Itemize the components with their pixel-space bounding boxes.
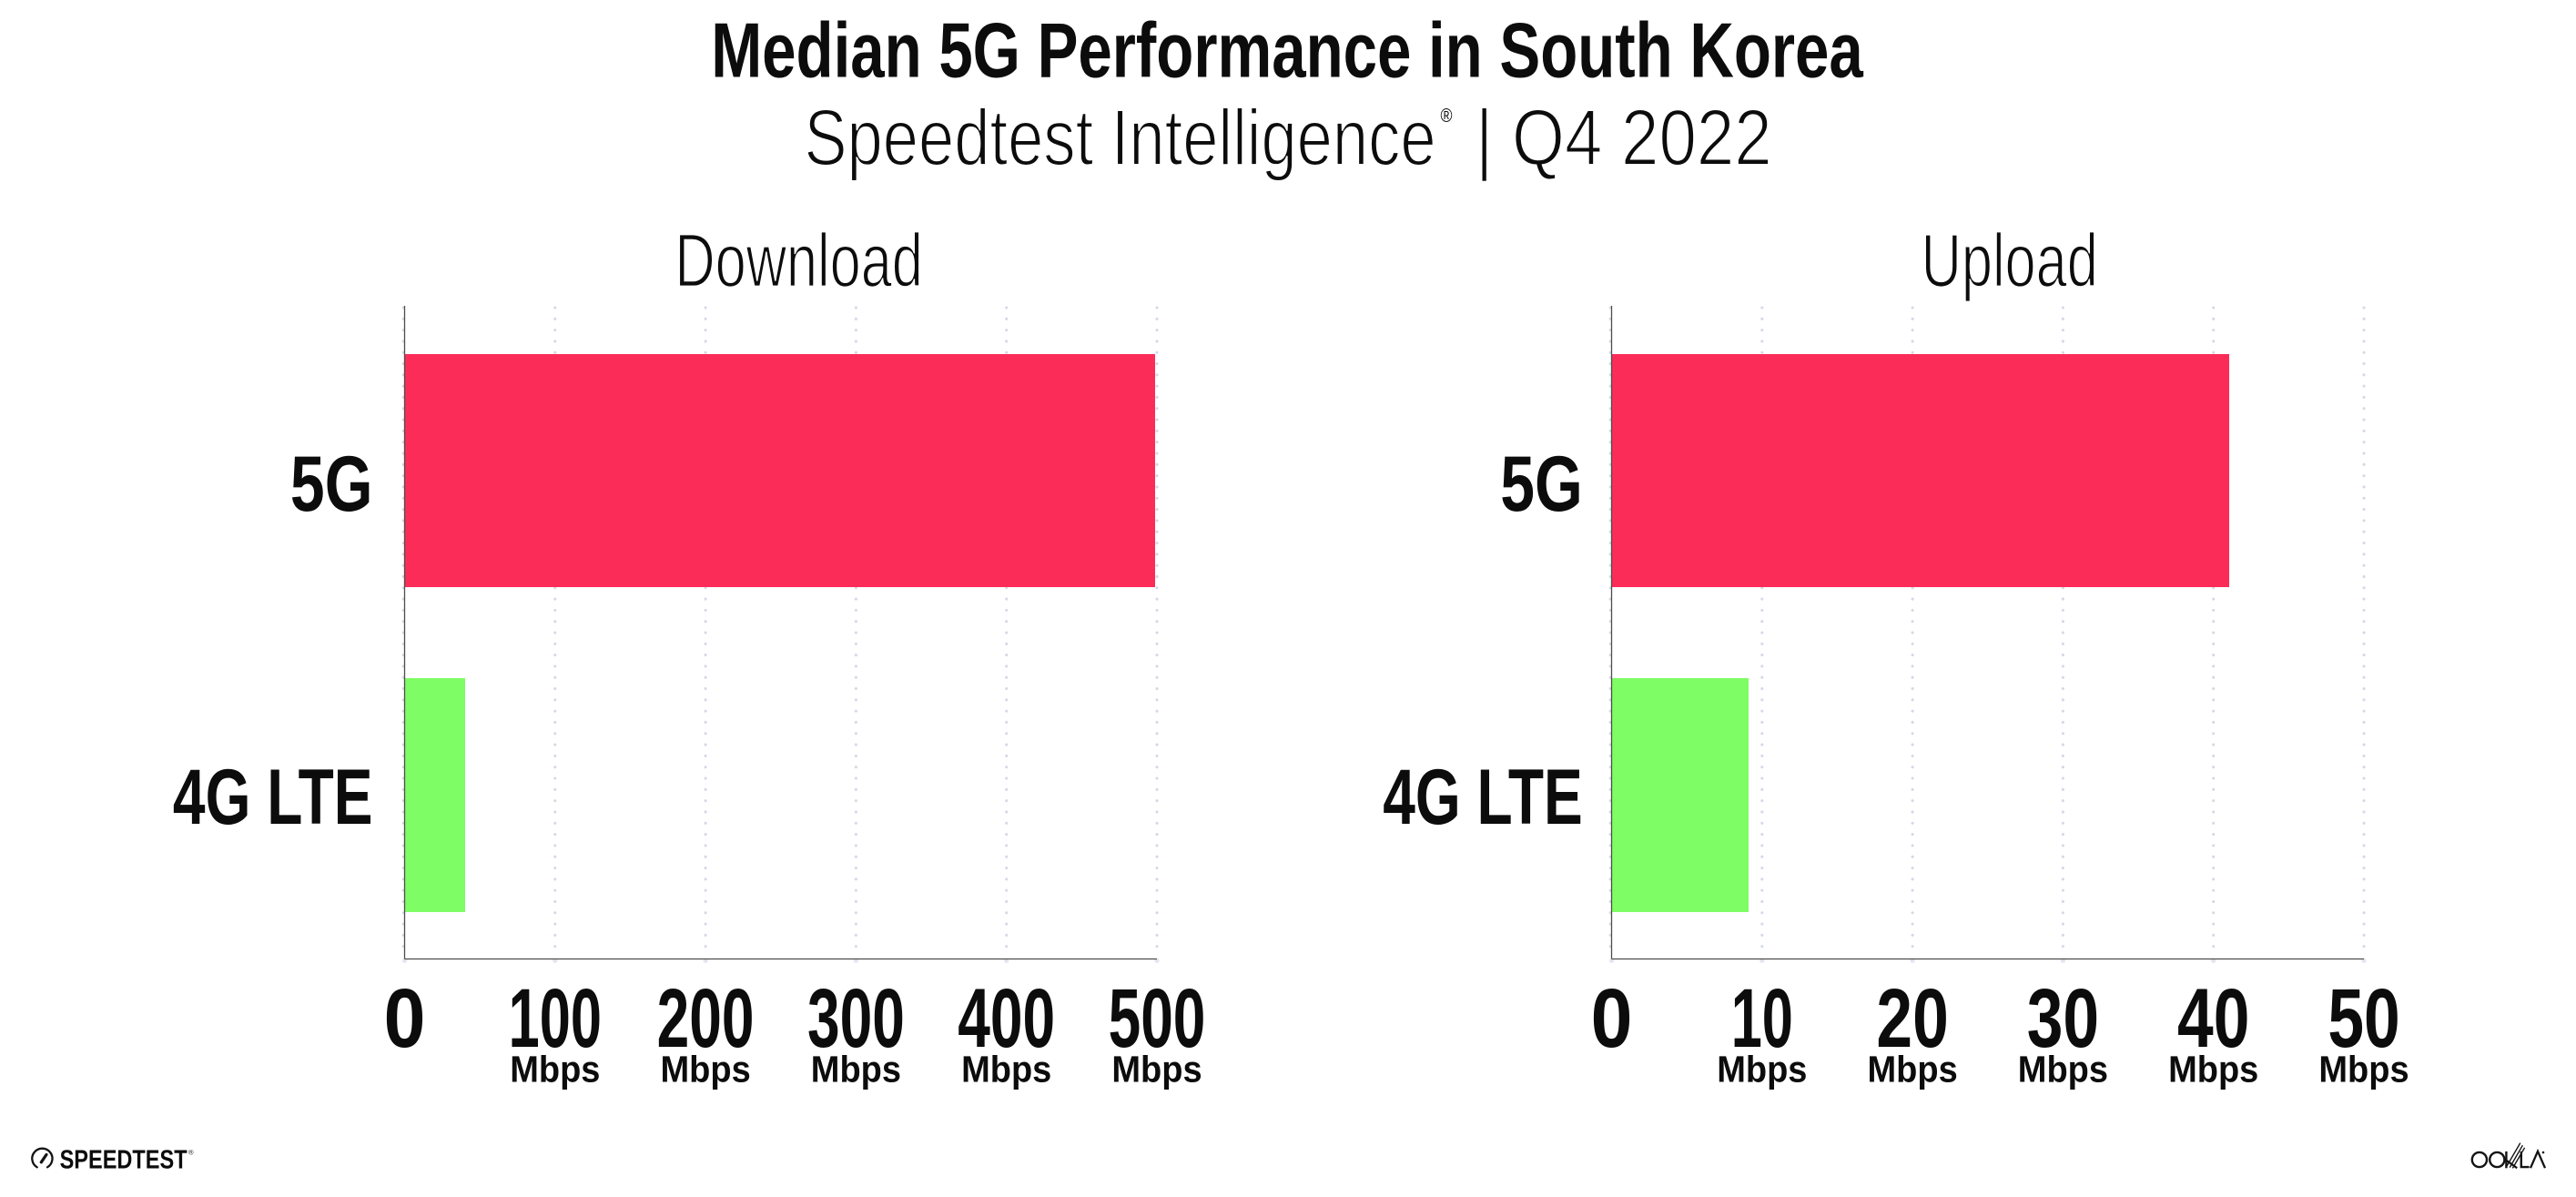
svg-text:| Q4 2022: | Q4 2022 (1476, 95, 1772, 183)
svg-text:®: ® (188, 1148, 194, 1156)
svg-text:Mbps: Mbps (1717, 1050, 1807, 1090)
svg-text:400: 400 (958, 972, 1055, 1065)
svg-text:30: 30 (2027, 973, 2099, 1065)
svg-text:Mbps: Mbps (811, 1050, 901, 1090)
svg-text:Upload: Upload (1922, 219, 2098, 303)
svg-text:Download: Download (674, 219, 922, 303)
svg-text:20: 20 (1876, 973, 1948, 1065)
svg-text:0: 0 (1591, 972, 1633, 1065)
svg-text:300: 300 (807, 972, 905, 1065)
svg-text:50: 50 (2328, 973, 2399, 1065)
svg-text:SPEEDTEST: SPEEDTEST (60, 1144, 188, 1174)
svg-text:®: ® (1441, 105, 1453, 127)
svg-text:Speedtest Intelligence: Speedtest Intelligence (805, 93, 1436, 182)
svg-text:Mbps: Mbps (1111, 1050, 1202, 1090)
svg-text:Median 5G Performance in South: Median 5G Performance in South Korea (711, 7, 1864, 95)
svg-text:Mbps: Mbps (2018, 1050, 2108, 1090)
svg-text:4G LTE: 4G LTE (173, 754, 373, 842)
svg-text:100: 100 (509, 972, 602, 1065)
svg-text:Mbps: Mbps (2168, 1050, 2258, 1090)
svg-text:200: 200 (657, 972, 755, 1065)
svg-text:4G LTE: 4G LTE (1383, 754, 1583, 842)
svg-text:Mbps: Mbps (660, 1050, 750, 1090)
svg-text:5G: 5G (290, 441, 373, 528)
svg-text:Mbps: Mbps (1867, 1050, 1957, 1090)
svg-text:500: 500 (1109, 972, 1206, 1065)
svg-text:Mbps: Mbps (510, 1050, 600, 1090)
svg-text:0: 0 (384, 972, 426, 1065)
svg-text:Mbps: Mbps (961, 1050, 1051, 1090)
svg-text:5G: 5G (1500, 441, 1583, 528)
svg-text:Mbps: Mbps (2318, 1050, 2409, 1090)
svg-text:10: 10 (1731, 972, 1793, 1065)
svg-text:40: 40 (2177, 973, 2249, 1065)
